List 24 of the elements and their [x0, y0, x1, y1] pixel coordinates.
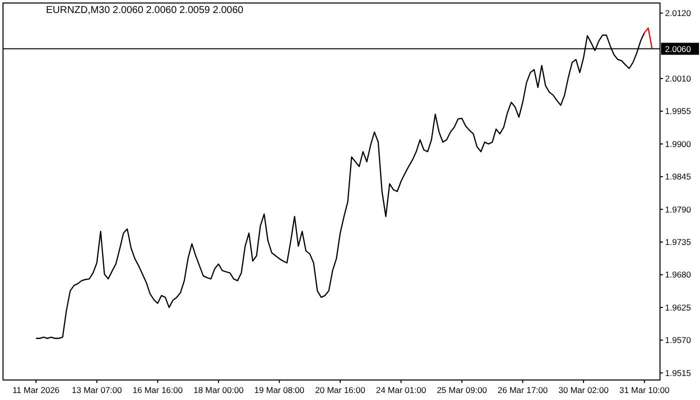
y-tick-label: 2.0120	[665, 8, 692, 18]
x-tick-label: 24 Mar 01:00	[376, 385, 426, 395]
y-tick-label: 2.0010	[665, 73, 692, 84]
y-tick-label: 1.9955	[665, 106, 692, 116]
x-tick-label: 20 Mar 16:00	[315, 385, 366, 395]
x-tick-label: 30 Mar 02:00	[558, 385, 609, 395]
x-tick-label: 11 Mar 2026	[12, 385, 60, 395]
chart-title: EURNZD,M30 2.0060 2.0060 2.0059 2.0060	[46, 5, 244, 16]
y-tick-label: 1.9735	[665, 237, 692, 248]
ref-line-label: 2.0060	[665, 44, 692, 54]
x-tick-label: 19 Mar 08:00	[254, 385, 305, 395]
y-tick-label: 1.9515	[665, 368, 692, 378]
x-tick-label: 16 Mar 16:00	[132, 385, 183, 395]
x-tick-label: 25 Mar 09:00	[436, 385, 488, 395]
x-tick-label: 13 Mar 07:00	[72, 385, 122, 395]
y-tick-label: 1.9845	[665, 172, 692, 182]
y-tick-label: 1.9680	[665, 270, 692, 280]
x-tick-label: 31 Mar 10:00	[619, 385, 670, 395]
x-tick-label: 18 Mar 00:00	[193, 385, 244, 395]
x-tick-label: 26 Mar 17:00	[498, 385, 548, 395]
y-tick-label: 1.9790	[665, 204, 692, 214]
y-tick-label: 1.9570	[665, 335, 692, 346]
y-tick-label: 1.9625	[665, 302, 692, 312]
y-tick-label: 1.9900	[665, 138, 692, 149]
